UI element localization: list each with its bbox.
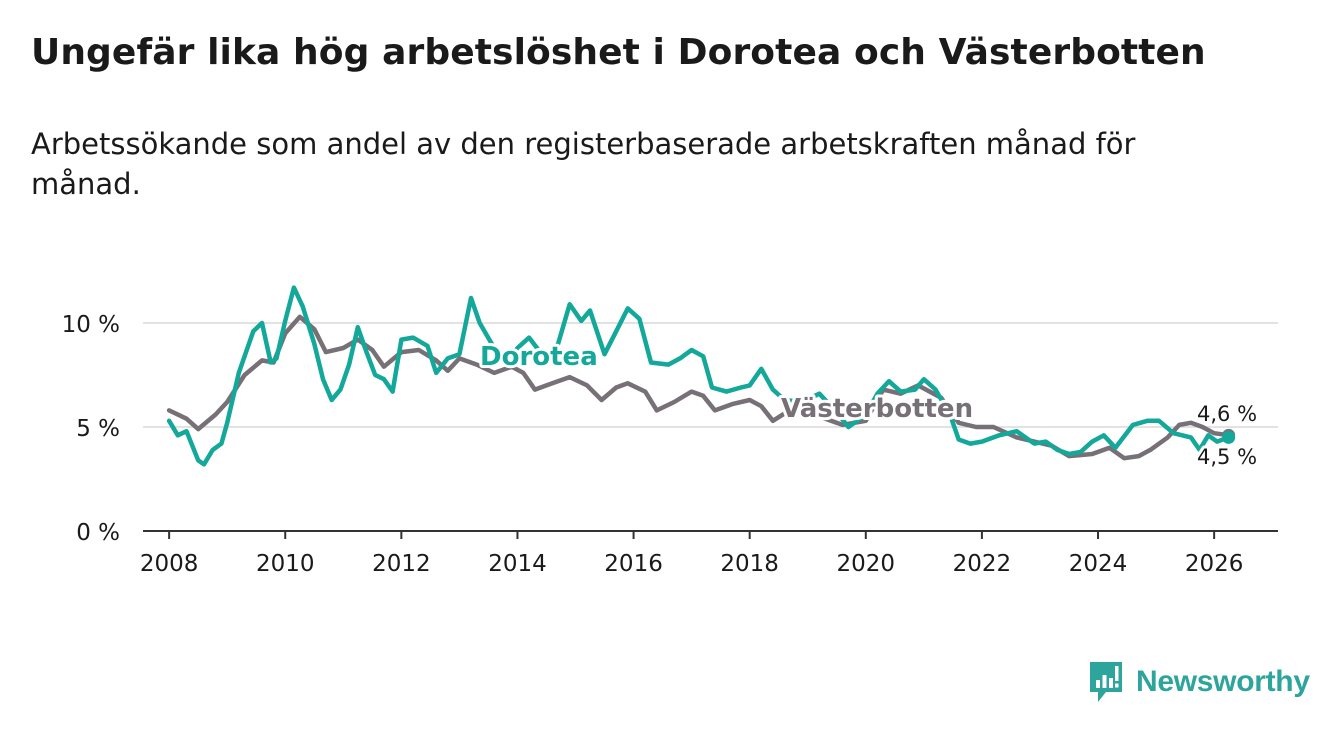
series-label-dorotea: Dorotea xyxy=(480,342,598,372)
brand-logo: Newsworthy xyxy=(1088,660,1310,704)
y-tick-label: 5 % xyxy=(76,416,120,442)
chart-subtitle: Arbetssökande som andel av den registerb… xyxy=(31,127,1136,201)
x-tick-label: 2008 xyxy=(140,551,199,577)
gridlines: 0 % 5 % 10 % xyxy=(62,312,1278,546)
series-label-vasterbotten: Västerbotten xyxy=(781,394,973,424)
series-lines xyxy=(166,285,1236,467)
x-axis: 2008 2010 2012 2014 2016 2018 2020 2022 2024 2026 xyxy=(140,530,1278,577)
x-tick-label: 2016 xyxy=(604,551,663,577)
line-chart: 0 %5 %10 % 2008 2010 2012 2014 2016 2018 2020 2… xyxy=(62,285,1278,577)
series-line-dorotea xyxy=(166,285,1231,467)
newsworthy-logo-icon xyxy=(1090,662,1122,702)
brand-name: Newsworthy xyxy=(1136,665,1310,698)
series-labels: Dorotea Västerbotten 4,6 % 4,5 % xyxy=(477,339,1260,472)
x-tick-label: 2012 xyxy=(372,551,431,577)
end-marker-dorotea xyxy=(1222,430,1236,444)
chart-title: Ungefär lika hög arbetslöshet i Dorotea … xyxy=(31,32,1206,73)
y-tick-label: 10 % xyxy=(62,312,120,338)
x-tick-label: 2010 xyxy=(256,551,315,577)
x-tick-label: 2020 xyxy=(837,551,896,577)
x-tick-label: 2014 xyxy=(488,551,547,577)
x-tick-label: 2022 xyxy=(953,551,1012,577)
x-tick-label: 2024 xyxy=(1069,551,1128,577)
x-tick-label: 2026 xyxy=(1185,551,1244,577)
end-label-dorotea: 4,5 % xyxy=(1197,445,1257,469)
end-label-vasterbotten: 4,6 % xyxy=(1197,402,1257,426)
x-tick-label: 2018 xyxy=(720,551,779,577)
y-tick-label: 0 % xyxy=(76,520,120,546)
